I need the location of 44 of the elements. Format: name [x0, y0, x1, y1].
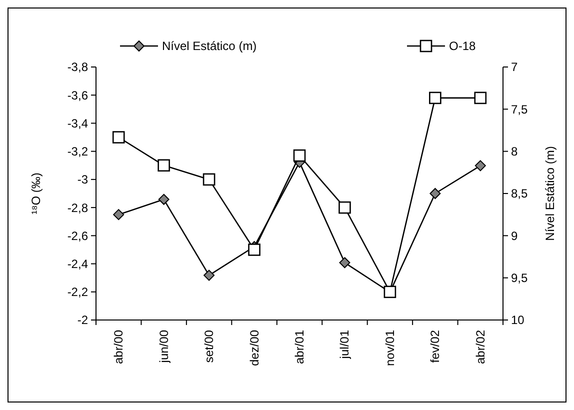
- y2-tick-label: 9: [511, 228, 518, 243]
- y2-tick-label: 8,5: [511, 186, 528, 201]
- y-tick-label: -2,2: [67, 285, 88, 300]
- y-tick-label: -3,8: [67, 60, 88, 74]
- point: [338, 201, 351, 214]
- point: [474, 92, 487, 104]
- y2-tick-label: 8: [511, 144, 518, 159]
- y-tick-label: -3,6: [67, 88, 88, 102]
- point: [248, 244, 260, 256]
- y-tick-label: -2,4: [67, 256, 88, 271]
- x-tick-label: set/00: [202, 330, 216, 363]
- point: [158, 194, 170, 205]
- x-tick-label: dez/00: [247, 330, 262, 366]
- point: [158, 159, 170, 172]
- y-axis-title: ¹⁸O (‰): [29, 172, 43, 214]
- y-tick-label: -2,6: [67, 228, 88, 243]
- y-tick-label: -3: [77, 172, 88, 187]
- y-tick-label: -2: [77, 313, 88, 328]
- point: [293, 149, 306, 162]
- legend-label: O-18: [449, 39, 476, 54]
- legend-label: Nível Estático (m): [162, 39, 257, 54]
- point: [339, 257, 350, 268]
- y2-tick-label: 7,5: [511, 102, 528, 116]
- y2-tick-label: 10: [511, 313, 525, 328]
- y-tick-label: -3,4: [67, 116, 88, 130]
- x-tick-label: jun/00: [156, 330, 171, 364]
- point: [430, 188, 441, 199]
- point: [429, 92, 442, 104]
- y-tick-label: -2,8: [67, 200, 88, 215]
- x-tick-label: abr/02: [473, 330, 488, 364]
- x-tick-label: abr/01: [292, 330, 306, 364]
- x-tick-label: abr/00: [112, 330, 126, 364]
- y2-axis-title: Nível Estático (m): [543, 146, 557, 241]
- point: [474, 160, 486, 172]
- y-tick-label: -3,2: [67, 144, 88, 159]
- x-tick-label: jul/01: [338, 330, 352, 360]
- point: [204, 270, 215, 281]
- y2-tick-label: 7: [511, 60, 518, 74]
- x-tick-label: nov/01: [382, 330, 397, 366]
- x-tick-label: fev/02: [428, 330, 442, 363]
- y2-tick-label: 9,5: [511, 271, 528, 286]
- point: [112, 131, 125, 144]
- point: [202, 173, 216, 186]
- point: [113, 209, 124, 220]
